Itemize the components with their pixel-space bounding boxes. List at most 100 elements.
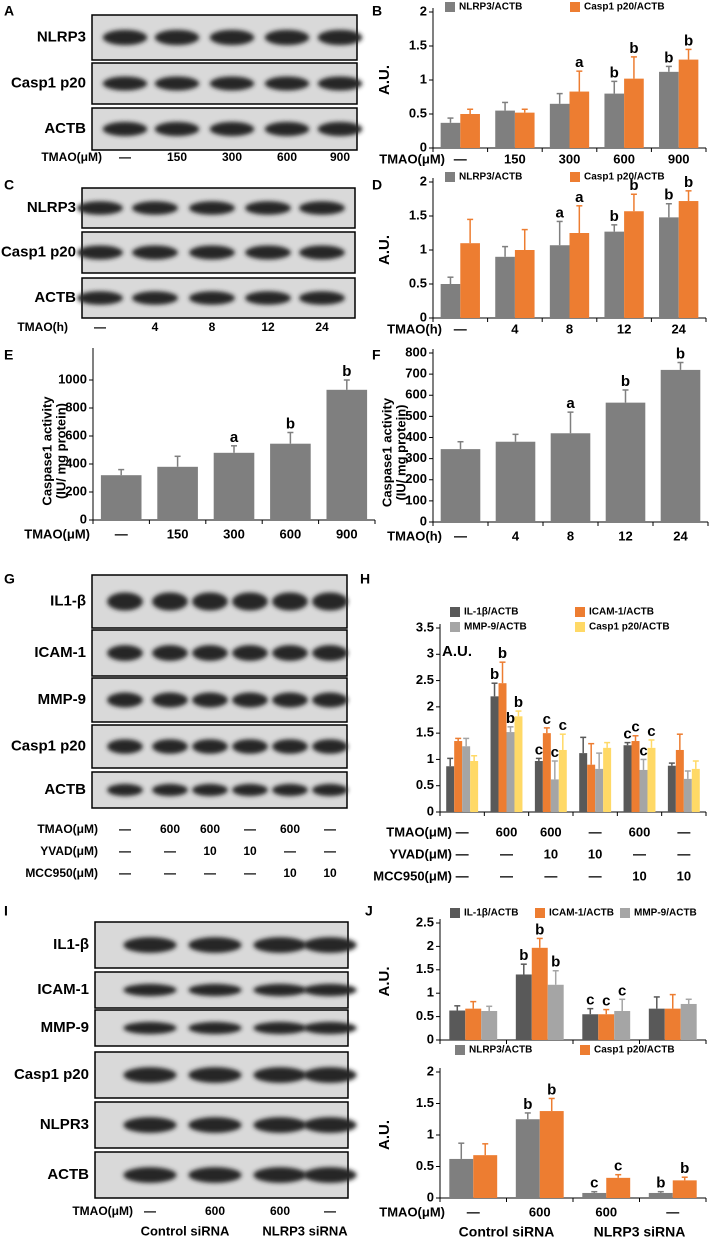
bar [587,764,596,812]
x-row-value: — [633,846,646,861]
blot-row-label: ACTB [44,120,86,137]
legend-swatch [575,607,585,617]
error-bar [603,1008,610,1015]
blot-band [232,739,268,754]
bar [495,110,515,148]
y-axis-label: A.U. [376,65,393,95]
legend-swatch [450,622,460,632]
bar [569,91,590,148]
bar [659,71,679,148]
x-row-value: — [119,866,131,880]
bar [579,753,588,812]
error-bar [685,998,692,1004]
y-tick-label: 100 [405,492,427,507]
error-bar [521,108,528,113]
error-bar [611,80,618,94]
x-row-value: 600 [280,822,300,836]
legend-label: IL-1β/ACTB [464,607,518,618]
blot-band [312,592,348,611]
x-tick-label: 600 [496,824,518,839]
y-tick-label: 2 [427,938,434,953]
x-tick-label: — [454,321,467,336]
error-bar [669,993,676,1009]
x-row-value: — [324,1204,336,1218]
error-bar [559,733,566,750]
error-bar [455,737,462,742]
x-tick-label: — [467,1204,480,1219]
y-tick-label: 1.5 [416,961,434,976]
bar [659,217,679,318]
x-row-label: TMAO(h) [17,320,68,334]
x-tick-label: 300 [559,151,581,166]
bar [691,768,700,812]
significance-letter: b [535,921,544,938]
blot-band [264,29,310,46]
x-tick-label: 150 [167,526,189,541]
significance-letter: b [684,174,693,191]
legend-swatch [450,607,460,617]
legend-label: IL-1β/ACTB [464,908,518,919]
blot-row-label: ICAM-1 [37,981,89,998]
x-row-value: — [94,320,106,334]
significance-letter: a [556,204,565,221]
y-tick-label: 800 [405,344,427,359]
error-bar [665,65,672,72]
blot-band [312,783,348,797]
panel-label: J [365,903,373,919]
x-row-label: TMAO(μM) [379,151,445,166]
blot-band [189,245,235,260]
x-tick-label: 300 [223,526,245,541]
significance-letter: b [676,345,685,362]
significance-letter: b [514,694,523,711]
error-bar [463,737,470,747]
significance-letter: c [614,1158,622,1175]
y-tick-label: 0.5 [416,1158,434,1173]
x-row-value: — [456,846,469,861]
blot-band [192,739,228,754]
blot-row-label: MMP-9 [41,1019,89,1036]
blot-band [107,739,143,754]
error-bar [567,411,574,434]
blot-band [303,1021,357,1035]
error-bar [604,741,611,748]
error-bar [482,1143,489,1156]
significance-letter: c [551,744,559,761]
significance-letter: b [621,373,630,390]
x-tick-label: 4 [512,528,520,543]
bar [157,466,198,520]
bar [550,779,559,812]
x-row-value: 10 [632,868,646,883]
blot-row-label: NLPR3 [40,1116,89,1133]
y-tick-label: 3.5 [416,619,434,634]
x-row-value: 600 [277,150,297,164]
blot-band [123,1067,177,1083]
blot-band [152,739,188,754]
y-tick-label: 400 [405,429,427,444]
blot-band [123,1021,177,1035]
blot-band [317,76,363,91]
x-row-label: TMAO(μM) [24,526,90,541]
blot-band [232,592,268,611]
x-tick-label: 600 [540,824,562,839]
x-row-label: YVAD(μM) [40,844,98,858]
y-tick-label: 0 [80,511,87,526]
y-tick-label: 200 [405,471,427,486]
blot-band [77,291,123,305]
significance-letter: c [559,717,567,734]
blot-row-label: Casp1 p20 [11,737,86,754]
significance-letter: b [664,187,673,204]
bar [631,741,640,812]
y-axis-label: A.U. [442,643,472,660]
x-tick-label: 150 [504,151,526,166]
blot-band [245,201,291,215]
y-axis-label: Caspase1 activity [39,396,54,506]
panel-label: B [372,3,382,19]
panel-label: H [360,571,370,587]
x-row-label: TMAO(μM) [379,1204,445,1219]
error-bar [611,224,618,232]
x-row-label: TMAO(h) [387,321,442,336]
legend-label: NLRP3/ACTB [459,2,522,13]
bar [624,78,644,148]
blot-row-label: ACTB [47,1166,89,1183]
legend-label: ICAM-1/ACTB [549,908,614,919]
